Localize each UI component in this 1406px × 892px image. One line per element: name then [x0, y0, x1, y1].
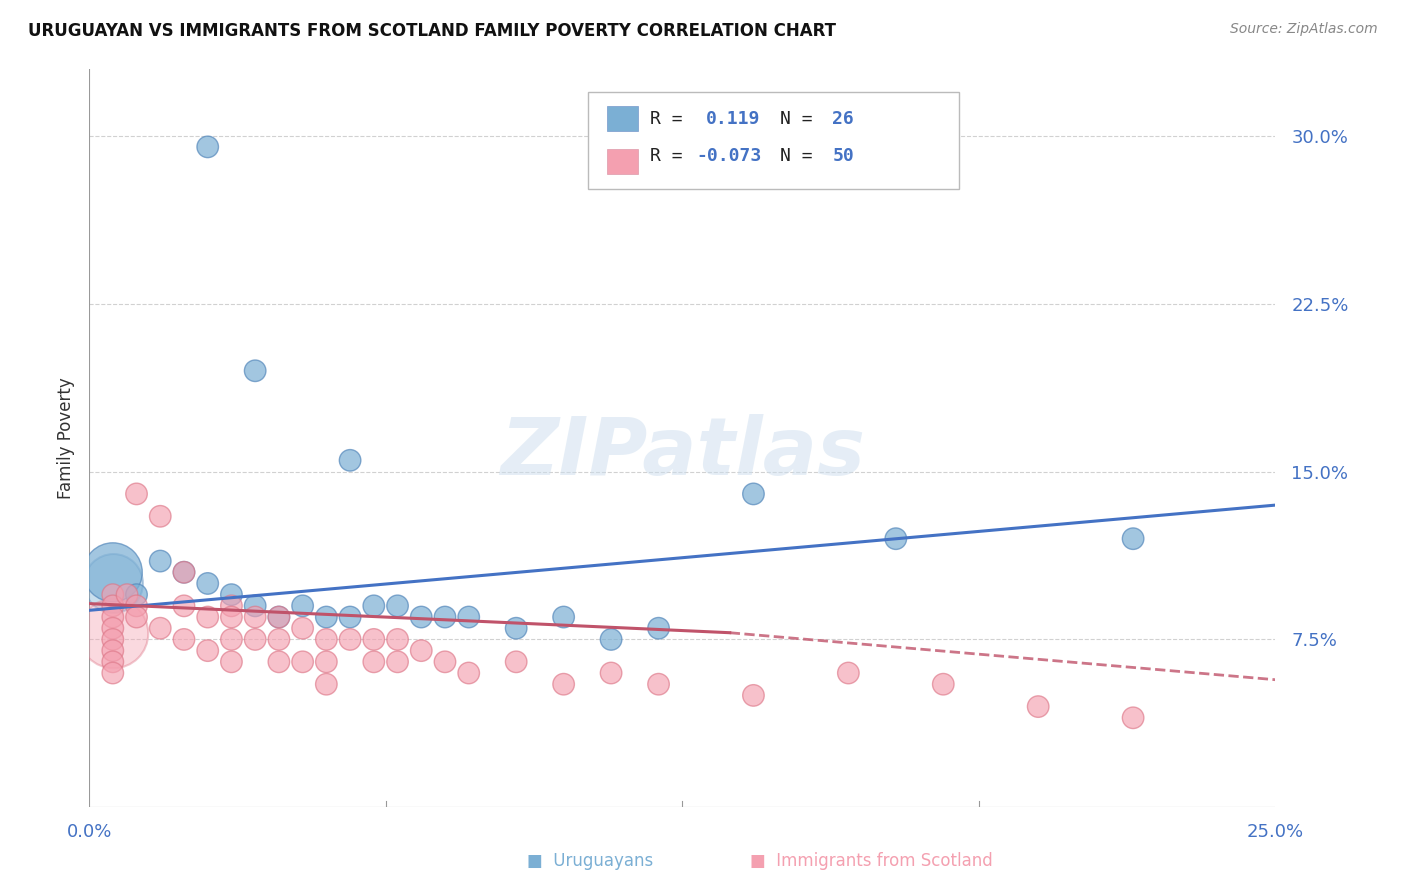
- Point: [101, 655, 124, 669]
- Y-axis label: Family Poverty: Family Poverty: [58, 377, 75, 499]
- Point: [884, 532, 907, 546]
- Point: [339, 610, 361, 624]
- Point: [315, 677, 337, 691]
- Point: [221, 655, 243, 669]
- Point: [221, 610, 243, 624]
- Point: [600, 632, 623, 647]
- Point: [837, 666, 859, 681]
- Point: [932, 677, 955, 691]
- Point: [125, 487, 148, 501]
- Text: URUGUAYAN VS IMMIGRANTS FROM SCOTLAND FAMILY POVERTY CORRELATION CHART: URUGUAYAN VS IMMIGRANTS FROM SCOTLAND FA…: [28, 22, 837, 40]
- Point: [101, 666, 124, 681]
- Text: Source: ZipAtlas.com: Source: ZipAtlas.com: [1230, 22, 1378, 37]
- Point: [101, 621, 124, 635]
- Point: [363, 632, 385, 647]
- Point: [197, 643, 219, 657]
- Point: [363, 655, 385, 669]
- Point: [125, 599, 148, 613]
- Text: R =: R =: [650, 110, 682, 128]
- Point: [125, 588, 148, 602]
- Point: [647, 621, 669, 635]
- Point: [553, 677, 575, 691]
- Point: [173, 566, 195, 580]
- Point: [101, 588, 124, 602]
- Point: [1122, 532, 1144, 546]
- Point: [553, 610, 575, 624]
- Point: [101, 643, 124, 657]
- Point: [173, 632, 195, 647]
- Point: [243, 599, 266, 613]
- Point: [101, 576, 124, 591]
- Point: [433, 655, 456, 669]
- Point: [243, 610, 266, 624]
- Text: -0.073: -0.073: [696, 147, 761, 165]
- Point: [267, 632, 290, 647]
- Point: [267, 610, 290, 624]
- Point: [291, 655, 314, 669]
- Point: [433, 610, 456, 624]
- Point: [505, 621, 527, 635]
- Point: [363, 599, 385, 613]
- Point: [173, 566, 195, 580]
- Point: [243, 632, 266, 647]
- Point: [243, 364, 266, 378]
- Point: [267, 655, 290, 669]
- Point: [387, 599, 409, 613]
- Point: [1026, 699, 1049, 714]
- Point: [291, 599, 314, 613]
- Point: [457, 610, 479, 624]
- Text: 0.119: 0.119: [706, 110, 761, 128]
- Point: [101, 632, 124, 647]
- Point: [149, 509, 172, 524]
- Point: [457, 666, 479, 681]
- Point: [115, 588, 138, 602]
- Text: ■  Uruguayans: ■ Uruguayans: [527, 852, 654, 870]
- Point: [221, 599, 243, 613]
- Text: 50: 50: [832, 147, 853, 165]
- Point: [101, 566, 124, 580]
- Point: [505, 655, 527, 669]
- Point: [101, 599, 124, 613]
- Point: [339, 453, 361, 467]
- Point: [101, 625, 124, 640]
- Point: [125, 610, 148, 624]
- Point: [339, 632, 361, 647]
- Text: ■  Immigrants from Scotland: ■ Immigrants from Scotland: [751, 852, 993, 870]
- Point: [387, 655, 409, 669]
- Point: [291, 621, 314, 635]
- Point: [742, 487, 765, 501]
- Text: R =: R =: [650, 147, 682, 165]
- Point: [197, 610, 219, 624]
- Point: [600, 666, 623, 681]
- Point: [387, 632, 409, 647]
- Point: [149, 621, 172, 635]
- Text: ZIPatlas: ZIPatlas: [499, 414, 865, 491]
- Point: [742, 689, 765, 703]
- Point: [267, 610, 290, 624]
- Point: [149, 554, 172, 568]
- Point: [1122, 711, 1144, 725]
- Point: [197, 576, 219, 591]
- Point: [173, 599, 195, 613]
- Point: [221, 588, 243, 602]
- Text: N =: N =: [780, 110, 813, 128]
- Point: [197, 140, 219, 154]
- Point: [315, 632, 337, 647]
- Point: [411, 643, 433, 657]
- Point: [101, 610, 124, 624]
- Point: [315, 655, 337, 669]
- Text: N =: N =: [780, 147, 813, 165]
- Text: 26: 26: [832, 110, 853, 128]
- Point: [315, 610, 337, 624]
- Point: [411, 610, 433, 624]
- Point: [647, 677, 669, 691]
- Point: [221, 632, 243, 647]
